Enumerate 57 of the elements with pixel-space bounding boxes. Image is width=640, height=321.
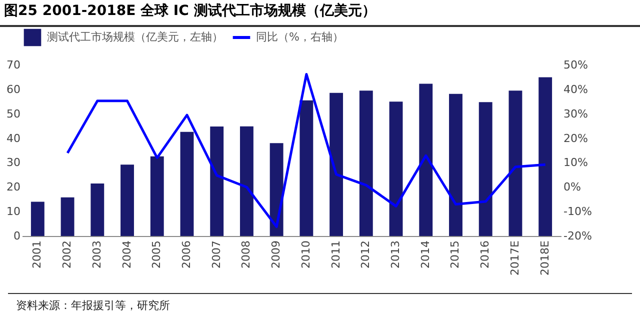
bar: [60, 197, 74, 236]
x-tick-label: 2010: [299, 240, 312, 268]
y2-tick-label: 20%: [564, 132, 588, 145]
bar: [180, 132, 194, 236]
x-tick-label: 2008: [240, 240, 253, 268]
bar: [120, 164, 134, 236]
y2-tick-label: 50%: [564, 58, 588, 72]
x-tick-label: 2005: [150, 240, 164, 268]
y-tick-label: 50: [6, 107, 20, 120]
bar: [359, 90, 373, 236]
legend-label: 测试代工市场规模（亿美元，左轴）: [47, 30, 223, 44]
x-tick-label: 2007: [210, 240, 223, 268]
x-tick-label: 2017E: [508, 240, 522, 276]
bar: [90, 183, 104, 236]
x-tick-label: 2016: [478, 240, 492, 268]
x-tick-label: 2015: [448, 240, 462, 268]
y-tick-label: 10: [6, 205, 20, 218]
y2-tick-label: 30%: [564, 107, 588, 120]
bar: [210, 126, 224, 236]
y-tick-label: 0: [14, 230, 20, 242]
bar: [389, 102, 403, 236]
y-tick-label: 20: [6, 180, 20, 194]
y-tick-label: 30: [6, 156, 20, 170]
y2-tick-label: 10%: [564, 156, 588, 170]
y2-tick-label: 40%: [564, 82, 588, 96]
x-tick-label: 2003: [90, 240, 104, 268]
bar: [300, 100, 314, 236]
bar: [538, 77, 552, 236]
y2-tick-label: -10%: [564, 205, 592, 218]
x-tick-label: 2009: [270, 240, 283, 268]
x-tick-label: 2013: [389, 240, 402, 268]
x-tick-label: 2006: [180, 240, 193, 268]
x-tick-label: 2018E: [538, 240, 552, 276]
bar: [150, 156, 164, 236]
x-tick-label: 2004: [120, 240, 134, 268]
x-tick-label: 2012: [359, 240, 372, 268]
bar: [240, 126, 254, 236]
bar: [449, 94, 462, 236]
line-series: [66, 73, 547, 228]
y2-tick-label: -20%: [564, 230, 592, 242]
legend-label: 同比（%，右轴）: [256, 30, 344, 44]
y-tick-label: 70: [6, 58, 20, 72]
bar: [478, 102, 492, 236]
bar: [30, 202, 44, 236]
bar: [270, 143, 284, 236]
x-tick-label: 2002: [60, 240, 74, 268]
y2-tick-label: 0%: [564, 180, 581, 194]
y-tick-label: 60: [6, 82, 20, 96]
x-tick-label: 2011: [329, 240, 342, 268]
bar: [508, 90, 522, 236]
x-tick-label: 2001: [30, 240, 44, 268]
text: 资料来源：年报援引等，研究所: [8, 293, 632, 317]
chart-title: 图25 2001-2018E 全球 IC 测试代工市场规模（亿美元）: [0, 0, 640, 27]
bar: [419, 84, 433, 236]
bar: [330, 92, 344, 236]
x-tick-label: 2014: [418, 240, 432, 268]
y-tick-label: 40: [6, 132, 20, 145]
